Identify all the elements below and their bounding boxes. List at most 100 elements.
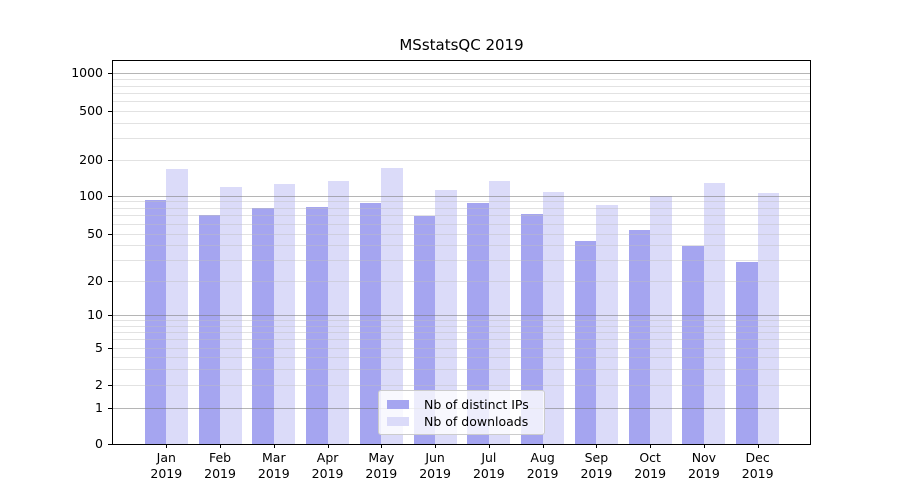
bar-distinct-ips-nov (682, 246, 704, 444)
x-tick-mark (488, 444, 490, 448)
y-tick-label: 5 (95, 339, 103, 355)
y-tick-label: 200 (79, 152, 103, 167)
y-tick-mark (108, 280, 113, 282)
bar-downloads-apr (327, 180, 350, 444)
minor-gridline (113, 92, 810, 94)
minor-gridline (113, 368, 810, 370)
minor-gridline (113, 215, 810, 217)
y-tick-label: 100 (79, 187, 103, 203)
y-tick-mark (108, 160, 113, 161)
bar-distinct-ips-sep (574, 241, 597, 444)
minor-gridline (113, 110, 810, 112)
minor-gridline (113, 325, 810, 327)
minor-gridline (113, 79, 810, 81)
bar-distinct-ips-aug (521, 214, 543, 444)
grid-layer (113, 61, 810, 444)
y-tick-label: 1 (95, 400, 103, 416)
minor-gridline (113, 320, 810, 322)
x-tick-label-oct: Oct 2019 (634, 450, 667, 481)
y-tick-mark (108, 347, 113, 349)
legend-label-distinct-ips: Nb of distinct IPs (424, 397, 529, 412)
x-tick-label-may: May 2019 (365, 450, 398, 481)
major-gridline (113, 195, 810, 197)
minor-gridline (113, 347, 810, 349)
minor-gridline (113, 207, 810, 209)
x-tick-label-feb: Feb 2019 (204, 450, 236, 481)
x-tick-label-jan: Jan 2019 (150, 450, 183, 481)
bar-downloads-nov (703, 183, 726, 444)
bar-distinct-ips-dec (736, 261, 758, 444)
bar-distinct-ips-jan (144, 200, 167, 444)
x-tick-mark (650, 444, 652, 448)
legend-row-downloads: Nb of downloads (387, 413, 536, 430)
x-tick-label-aug: Aug 2019 (526, 450, 559, 481)
minor-gridline (113, 201, 810, 203)
y-tick-mark (108, 444, 113, 445)
x-tick-label-jul: Jul 2019 (472, 450, 505, 481)
bar-downloads-jul (488, 180, 511, 444)
x-tick-mark (435, 444, 437, 448)
x-axis: Jan 2019 Feb 2019 Mar 2019 Apr 2019 May 2019 Jun 20… (0, 444, 900, 500)
minor-gridline (113, 122, 810, 124)
chart-title: MSstatsQC 2019 (399, 36, 524, 54)
y-tick-label: 10 (87, 307, 103, 323)
minor-gridline (113, 385, 810, 387)
minor-gridline (113, 101, 810, 103)
minor-gridline (113, 85, 810, 87)
bar-downloads-may (381, 168, 403, 444)
x-tick-label-apr: Apr 2019 (311, 450, 344, 481)
legend-label-downloads: Nb of downloads (424, 414, 529, 429)
minor-gridline (113, 356, 810, 358)
y-tick-mark (108, 195, 113, 197)
minor-gridline (113, 138, 810, 140)
bar-distinct-ips-apr (306, 206, 328, 444)
bar-downloads-oct (650, 196, 672, 444)
x-tick-mark (327, 444, 329, 448)
bar-distinct-ips-oct (628, 230, 651, 444)
y-axis: 0 1 2 5 10 20 50 100 200 500 1000 (0, 61, 113, 451)
minor-gridline (113, 245, 810, 247)
y-tick-mark (108, 385, 113, 387)
bar-downloads-jun (435, 190, 457, 444)
legend-swatch-distinct-ips (387, 400, 409, 409)
x-tick-label-jun: Jun 2019 (419, 450, 451, 481)
bars-layer (113, 61, 810, 444)
y-tick-mark (108, 233, 113, 235)
minor-gridline (113, 233, 810, 235)
bar-distinct-ips-feb (198, 215, 221, 444)
legend: Nb of distinct IPs Nb of downloads (378, 390, 545, 435)
bar-downloads-dec (757, 193, 780, 444)
x-tick-mark (220, 444, 222, 448)
minor-gridline (113, 160, 810, 161)
x-tick-label-dec: Dec 2019 (741, 450, 774, 481)
major-gridline (113, 315, 810, 317)
x-tick-mark (703, 444, 705, 448)
minor-gridline (113, 223, 810, 225)
minor-gridline (113, 331, 810, 333)
minor-gridline (113, 260, 810, 262)
y-tick-label: 2 (95, 377, 103, 393)
bar-distinct-ips-may (359, 203, 382, 444)
bar-downloads-jan (166, 168, 188, 444)
x-tick-mark (166, 444, 168, 448)
y-tick-label: 50 (87, 225, 103, 241)
x-tick-label-nov: Nov 2019 (687, 450, 720, 481)
y-tick-label: 1000 (71, 65, 103, 81)
y-tick-mark (108, 73, 113, 75)
bar-distinct-ips-mar (252, 207, 274, 444)
x-tick-mark (542, 444, 544, 448)
legend-row-distinct-ips: Nb of distinct IPs (387, 396, 536, 413)
bar-distinct-ips-jun (413, 216, 436, 444)
y-tick-label: 500 (79, 102, 103, 118)
x-tick-label-sep: Sep 2019 (580, 450, 613, 481)
x-tick-mark (757, 444, 759, 448)
minor-gridline (113, 339, 810, 341)
legend-swatch-downloads (387, 417, 409, 426)
y-tick-label: 20 (87, 272, 103, 288)
y-tick-label: 0 (95, 436, 103, 451)
bar-downloads-sep (596, 204, 618, 444)
y-tick-mark (108, 315, 113, 317)
x-tick-mark (596, 444, 598, 448)
minor-gridline (113, 280, 810, 282)
x-tick-label-mar: Mar 2019 (257, 450, 290, 481)
